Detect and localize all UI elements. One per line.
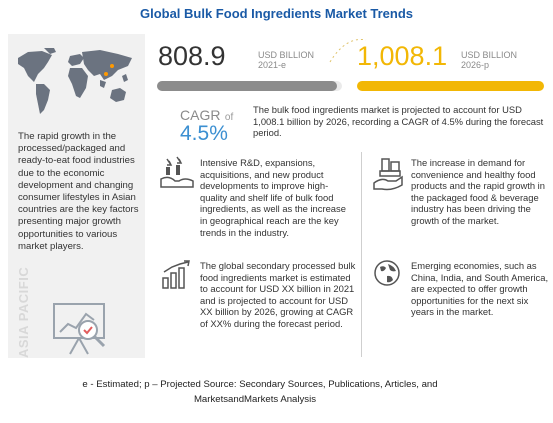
bar-2021 [157, 81, 337, 91]
world-map-icon [14, 46, 138, 118]
cagr-summary: The bulk food ingredients market is proj… [253, 104, 544, 139]
cagr-block: CAGR of [180, 107, 233, 125]
hands-growth-icon [159, 155, 195, 191]
cagr-label: CAGR [180, 107, 221, 123]
panel-description: The rapid growth in the processed/packag… [18, 131, 139, 252]
cagr-value: 4.5% [180, 122, 228, 145]
globe-icon [372, 258, 402, 288]
market-value-2026: 1,008.1 [357, 41, 448, 71]
unit-2021: USD BILLION 2021-e [258, 50, 315, 70]
analytics-board-icon [48, 300, 116, 356]
dotted-arc [328, 34, 368, 64]
market-value-2021: 808.9 [158, 41, 226, 71]
insight-text-2: The increase in demand for convenience a… [411, 157, 545, 226]
page-title: Global Bulk Food Ingredients Market Tren… [139, 6, 414, 21]
insight-text-3: The global secondary processed bulk food… [200, 260, 356, 329]
insight-text-1: Intensive R&D, expansions, acquisitions,… [200, 157, 346, 238]
footer-line-2: MarketsandMarkets Analysis [193, 394, 317, 405]
cagr-of: of [224, 112, 234, 123]
divider [361, 152, 362, 357]
bar-2026 [357, 81, 544, 91]
bar-growth-icon [160, 260, 192, 290]
region-label: ASIA PACIFIC [16, 266, 31, 358]
footer-line-1: e - Estimated; p – Projected Source: Sec… [82, 379, 438, 390]
unit-2026: USD BILLION 2026-p [461, 50, 518, 70]
hand-products-icon [372, 157, 404, 193]
insight-text-4: Emerging economies, such as China, India… [411, 260, 549, 318]
